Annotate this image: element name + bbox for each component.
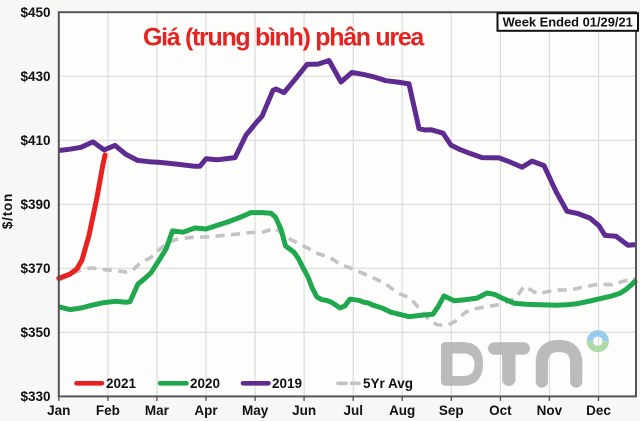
svg-text:Oct: Oct — [489, 403, 512, 418]
svg-text:Aug: Aug — [389, 403, 415, 418]
svg-text:$350: $350 — [20, 325, 50, 340]
svg-text:$450: $450 — [20, 5, 50, 20]
svg-text:Mar: Mar — [145, 403, 170, 418]
svg-text:Week Ended 01/29/21: Week Ended 01/29/21 — [503, 15, 633, 30]
svg-text:2019: 2019 — [272, 376, 302, 391]
svg-text:Feb: Feb — [96, 403, 120, 418]
svg-text:Jan: Jan — [47, 403, 70, 418]
svg-text:2021: 2021 — [106, 376, 137, 391]
svg-text:Jul: Jul — [343, 403, 363, 418]
svg-text:$370: $370 — [20, 261, 50, 276]
svg-text:$330: $330 — [20, 389, 50, 404]
svg-text:Giá (trung bình) phân urea: Giá (trung bình) phân urea — [143, 24, 425, 52]
svg-text:2020: 2020 — [190, 376, 220, 391]
svg-text:5Yr Avg: 5Yr Avg — [363, 376, 413, 391]
svg-text:$390: $390 — [20, 197, 50, 212]
svg-text:Sep: Sep — [439, 403, 464, 418]
svg-text:Dec: Dec — [586, 403, 611, 418]
svg-text:May: May — [242, 403, 269, 418]
svg-text:$410: $410 — [20, 133, 50, 148]
svg-text:$430: $430 — [20, 69, 50, 84]
svg-text:$/ton: $/ton — [0, 193, 15, 229]
svg-text:Nov: Nov — [537, 403, 563, 418]
svg-text:Apr: Apr — [194, 403, 218, 418]
svg-text:Jun: Jun — [292, 403, 316, 418]
